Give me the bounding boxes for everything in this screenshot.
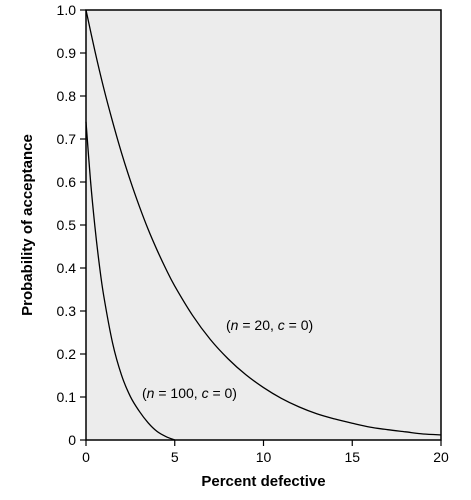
x-tick-label: 0 [82,449,90,465]
x-tick-label: 20 [433,449,449,465]
y-tick-label: 0.5 [57,217,77,233]
x-axis-ticks: 0 5 10 15 20 [82,440,449,465]
series-line-n100-c0 [85,121,175,441]
y-tick-label: 0.4 [57,260,77,276]
y-tick-label: 1.0 [57,2,77,18]
y-tick-label: 0.1 [57,389,77,405]
y-tick-label: 0.7 [57,131,77,147]
y-tick-label: 0.6 [57,174,77,190]
y-tick-label: 0 [68,432,76,448]
series-layer [85,9,442,441]
y-axis-title: Probability of acceptance [19,134,36,316]
y-axis-ticks: 0 0.1 0.2 0.3 0.4 0.5 0.6 0.7 0.8 0.9 1.0 [57,2,86,448]
y-tick-label: 0.3 [57,303,77,319]
y-tick-label: 0.2 [57,346,77,362]
y-tick-label: 0.8 [57,88,77,104]
annotation-layer: (n = 20, c = 0) (n = 100, c = 0) [142,317,313,401]
plot-frame [85,9,442,441]
y-tick-label: 0.9 [57,45,77,61]
plot-background [86,10,441,440]
series-annotation-n20-c0: (n = 20, c = 0) [226,317,313,333]
series-line-n20-c0 [85,9,442,436]
x-tick-label: 15 [344,449,360,465]
series-annotation-n100-c0: (n = 100, c = 0) [142,385,237,401]
x-tick-label: 10 [256,449,272,465]
x-tick-label: 5 [171,449,179,465]
x-axis-title: Percent defective [201,473,325,490]
